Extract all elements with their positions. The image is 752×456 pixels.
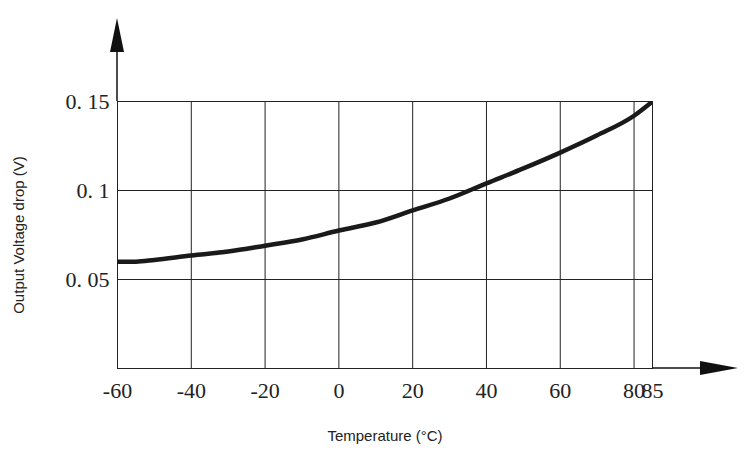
svg-text:80: 80 bbox=[623, 378, 646, 404]
svg-text:40: 40 bbox=[475, 378, 497, 403]
svg-text:20: 20 bbox=[402, 378, 424, 403]
svg-text:85: 85 bbox=[642, 378, 664, 403]
svg-text:0. 05: 0. 05 bbox=[66, 267, 110, 292]
svg-text:0. 15: 0. 15 bbox=[66, 89, 110, 114]
svg-text:-60: -60 bbox=[103, 378, 132, 403]
svg-text:0: 0 bbox=[333, 378, 344, 403]
svg-text:-20: -20 bbox=[250, 378, 279, 403]
svg-text:60: 60 bbox=[549, 378, 571, 403]
svg-text:Temperature (°C): Temperature (°C) bbox=[327, 427, 442, 444]
svg-text:0. 1: 0. 1 bbox=[77, 178, 110, 203]
svg-text:-40: -40 bbox=[177, 378, 206, 403]
svg-text:Output Voltage drop (V): Output Voltage drop (V) bbox=[10, 156, 27, 314]
